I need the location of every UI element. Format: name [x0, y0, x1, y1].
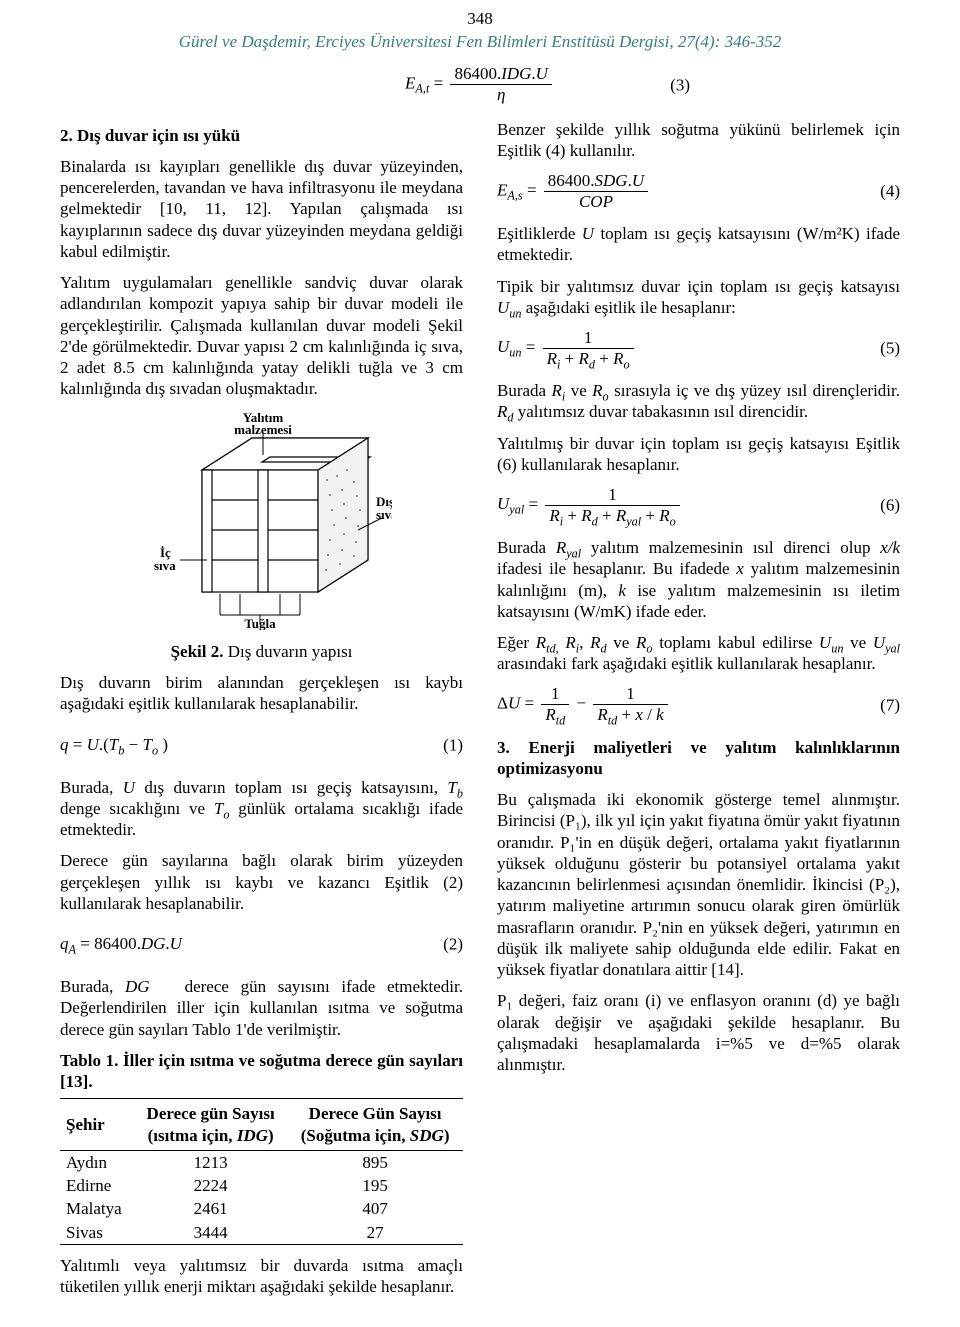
right-p8: Bu çalışmada iki ekonomik gösterge temel… [497, 789, 900, 980]
header-authors: Gürel ve Daşdemir [179, 32, 307, 51]
left-p7: Yalıtımlı veya yalıtımsız bir duvarda ıs… [60, 1255, 463, 1298]
table-row: Malatya 2461 407 [60, 1197, 463, 1220]
label-dis-siva: sıva [376, 507, 392, 522]
eq4-body: EA,s = 86400.SDG.UCOP [497, 172, 651, 211]
eq5-number: (5) [880, 337, 900, 358]
eq7-number: (7) [880, 694, 900, 715]
right-p3: Tipik bir yalıtımsız duvar için toplam ı… [497, 276, 900, 319]
running-head: Gürel ve Daşdemir, Erciyes Üniversitesi … [60, 31, 900, 52]
table-row: Sivas 3444 27 [60, 1221, 463, 1245]
eq3-body: EA,t = 86400.IDG.Uη [405, 65, 555, 104]
equation-1: q = U.(Tb − To ) (1) [60, 725, 463, 765]
right-column: Benzer şekilde yıllık soğutma yükünü bel… [497, 119, 900, 1308]
table-1: Şehir Derece gün Sayısı (ısıtma için, ID… [60, 1098, 463, 1245]
left-column: 2. Dış duvar için ısı yükü Binalarda ısı… [60, 119, 463, 1308]
right-p9: P₁ değeri, faiz oranı (i) ve enflasyon o… [497, 990, 900, 1075]
equation-6: Uyal = 1Ri + Rd + Ryal + Ro (6) [497, 485, 900, 525]
equation-2: qA = 86400.DG.U (2) [60, 924, 463, 964]
equation-4: EA,s = 86400.SDG.UCOP (4) [497, 171, 900, 211]
right-p7: Eğer Rtd, Ri, Rd ve Ro toplamı kabul edi… [497, 632, 900, 675]
th-city: Şehir [60, 1099, 134, 1151]
label-tugla: Tuğla [244, 616, 276, 630]
page: 348 Gürel ve Daşdemir, Erciyes Üniversit… [0, 0, 960, 1327]
left-p2: Yalıtım uygulamaları genellikle sandviç … [60, 272, 463, 400]
eq4-number: (4) [880, 180, 900, 201]
section-2-title: 2. Dış duvar için ısı yükü [60, 125, 463, 146]
eq6-body: Uyal = 1Ri + Rd + Ryal + Ro [497, 486, 683, 525]
header-journal: , Erciyes Üniversitesi Fen Bilimleri Ens… [307, 32, 782, 51]
label-ic-siva: sıva [154, 558, 176, 573]
left-p5: Derece gün sayılarına bağlı olarak birim… [60, 850, 463, 914]
right-p6: Burada Ryal yalıtım malzemesinin ısıl di… [497, 537, 900, 622]
wall-diagram-svg: Yalıtım malzemesi İç sıva Dış sıva Tuğla [132, 410, 392, 630]
eq3-number: (3) [670, 74, 690, 95]
right-p4: Burada Ri ve Ro sırasıyla iç ve dış yüze… [497, 380, 900, 423]
left-p6: Burada, DG derece gün sayısını ifade etm… [60, 976, 463, 1040]
section-3-title: 3. Enerji maliyetleri ve yalıtım kalınlı… [497, 737, 900, 780]
left-p4: Burada, U dış duvarın toplam ısı geçiş k… [60, 777, 463, 841]
eq2-number: (2) [443, 933, 463, 954]
equation-3: EA,t = 86400.IDG.Uη (3) [270, 65, 690, 105]
th-idg: Derece gün Sayısı (ısıtma için, IDG) [134, 1099, 287, 1151]
th-sdg: Derece Gün Sayısı (Soğutma için, SDG) [287, 1099, 463, 1151]
eq6-number: (6) [880, 494, 900, 515]
figure-2-caption: Şekil 2. Şekil 2. Dış duvarın yapısıDış … [60, 641, 463, 662]
left-p1: Binalarda ısı kayıpları genellikle dış d… [60, 156, 463, 262]
eq1-number: (1) [443, 734, 463, 755]
eq1-body: q = U.(Tb − To ) [60, 734, 168, 755]
left-p3: Dış duvarın birim alanından gerçekleşen … [60, 672, 463, 715]
table-row: Edirne 2224 195 [60, 1174, 463, 1197]
label-malzemesi: malzemesi [234, 422, 292, 437]
figure-2: Yalıtım malzemesi İç sıva Dış sıva Tuğla [60, 410, 463, 635]
eq7-body: ΔU = 1Rtd − 1Rtd + x / k [497, 685, 671, 724]
equation-7: ΔU = 1Rtd − 1Rtd + x / k (7) [497, 685, 900, 725]
eq5-body: Uun = 1Ri + Rd + Ro [497, 329, 637, 368]
right-p1: Benzer şekilde yıllık soğutma yükünü bel… [497, 119, 900, 162]
equation-5: Uun = 1Ri + Rd + Ro (5) [497, 328, 900, 368]
page-number: 348 [60, 8, 900, 29]
right-p5: Yalıtılmış bir duvar için toplam ısı geç… [497, 433, 900, 476]
table-1-caption: Tablo 1. İller için ısıtma ve soğutma de… [60, 1050, 463, 1093]
table-row: Aydın 1213 895 [60, 1150, 463, 1174]
two-column-body: 2. Dış duvar için ısı yükü Binalarda ısı… [60, 119, 900, 1308]
eq2-body: qA = 86400.DG.U [60, 933, 182, 954]
right-p2: Eşitliklerde U toplam ısı geçiş katsayıs… [497, 223, 900, 266]
